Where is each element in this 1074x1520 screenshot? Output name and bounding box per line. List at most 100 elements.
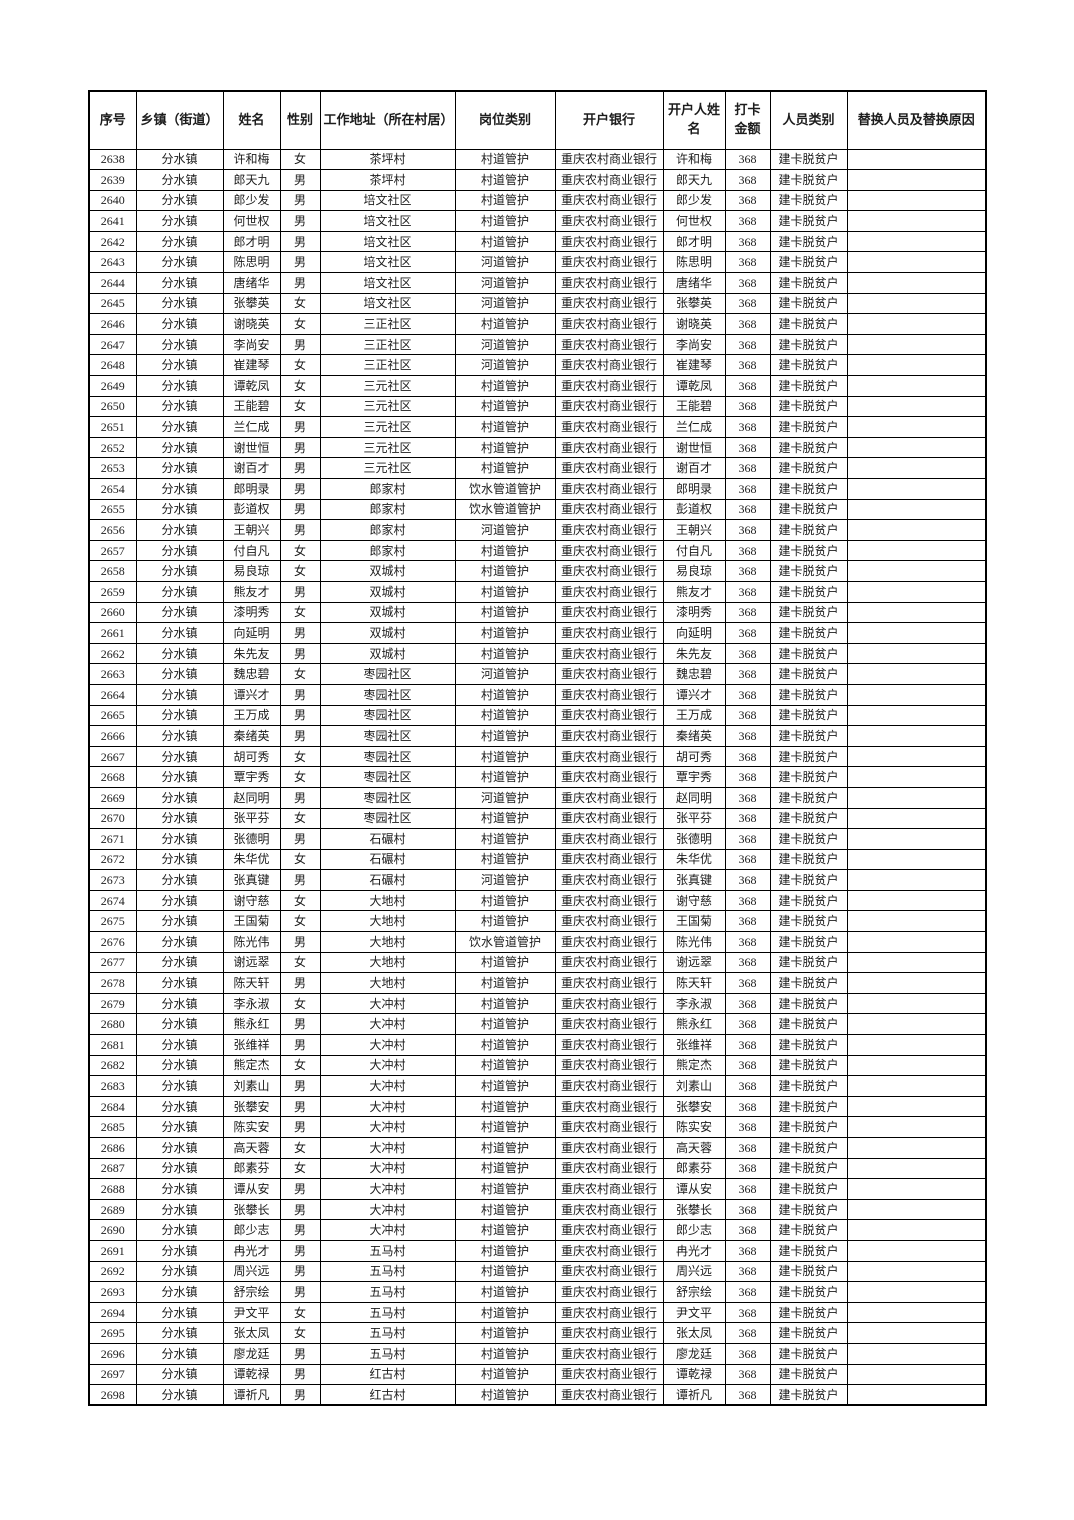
cell-work-address: 石碾村 [319, 828, 456, 850]
cell-township: 分水镇 [135, 869, 224, 891]
cell-person-category: 建卡脱贫户 [769, 1075, 848, 1097]
cell-township: 分水镇 [135, 1198, 224, 1221]
cell-person-category: 建卡脱贫户 [769, 436, 848, 459]
cell-gender: 男 [279, 972, 321, 994]
cell-job-type: 村道管护 [454, 1157, 556, 1180]
cell-gender: 女 [279, 539, 321, 562]
cell-job-type: 河道管护 [454, 251, 556, 274]
cell-work-address: 大冲村 [319, 1034, 456, 1056]
cell-bank: 重庆农村商业银行 [554, 251, 664, 274]
cell-township: 分水镇 [135, 292, 224, 315]
cell-replacement-reason [846, 786, 987, 809]
cell-replacement-reason [846, 1260, 987, 1283]
cell-serial: 2693 [88, 1281, 137, 1303]
cell-gender: 男 [279, 1239, 321, 1262]
cell-name: 廖龙廷 [222, 1342, 281, 1365]
cell-person-category: 建卡脱贫户 [769, 313, 848, 335]
cell-work-address: 枣园社区 [319, 704, 456, 727]
table-row: 2645 分水镇 张攀英女培文社区 河道管护 重庆农村商业银行 张攀英 368 建卡脱贫户 [88, 292, 987, 315]
table-row: 2664 分水镇 谭兴才男枣园社区 村道管护 重庆农村商业银行 谭兴才 368 建卡脱贫户 [88, 683, 987, 706]
cell-replacement-reason [846, 457, 987, 479]
cell-township: 分水镇 [135, 354, 224, 377]
cell-work-address: 大冲村 [319, 1116, 456, 1138]
cell-person-category: 建卡脱贫户 [769, 1322, 848, 1344]
cell-bank: 重庆农村商业银行 [554, 1095, 664, 1118]
cell-work-address: 大冲村 [319, 1075, 456, 1097]
cell-amount: 368 [724, 1034, 771, 1056]
cell-job-type: 村道管护 [454, 1116, 556, 1138]
cell-bank: 重庆农村商业银行 [554, 292, 664, 315]
cell-gender: 女 [279, 848, 321, 871]
cell-name: 胡可秀 [222, 745, 281, 768]
cell-account-name: 廖龙廷 [662, 1342, 726, 1365]
cell-work-address: 五马村 [319, 1322, 456, 1344]
cell-bank: 重庆农村商业银行 [554, 1013, 664, 1036]
cell-account-name: 熊永红 [662, 1013, 726, 1036]
table-row: 2638 分水镇 许和梅女茶坪村 村道管护 重庆农村商业银行 许和梅 368 建卡脱贫户 [88, 148, 987, 171]
cell-account-name: 张太凤 [662, 1322, 726, 1344]
cell-account-name: 王国菊 [662, 910, 726, 933]
cell-bank: 重庆农村商业银行 [554, 1054, 664, 1077]
cell-amount: 368 [724, 848, 771, 871]
cell-serial: 2683 [88, 1075, 137, 1097]
table-row: 2640 分水镇 郎少发男培文社区 村道管护 重庆农村商业银行 郎少发 368 建卡脱贫户 [88, 189, 987, 212]
cell-account-name: 唐绪华 [662, 272, 726, 294]
cell-work-address: 大冲村 [319, 992, 456, 1015]
table-row: 2692 分水镇 周兴远男五马村 村道管护 重庆农村商业银行 周兴远 368 建卡脱贫户 [88, 1260, 987, 1283]
cell-bank: 重庆农村商业银行 [554, 622, 664, 644]
cell-person-category: 建卡脱贫户 [769, 1013, 848, 1036]
cell-township: 分水镇 [135, 1322, 224, 1344]
cell-bank: 重庆农村商业银行 [554, 642, 664, 665]
cell-gender: 女 [279, 1322, 321, 1344]
cell-gender: 男 [279, 457, 321, 479]
cell-amount: 368 [724, 1137, 771, 1159]
cell-amount: 368 [724, 1116, 771, 1138]
cell-township: 分水镇 [135, 951, 224, 974]
cell-gender: 男 [279, 725, 321, 747]
cell-gender: 女 [279, 601, 321, 624]
cell-name: 谢世恒 [222, 436, 281, 459]
cell-township: 分水镇 [135, 539, 224, 562]
cell-job-type: 村道管护 [454, 1301, 556, 1324]
table-row: 2642 分水镇 郎才明男培文社区 村道管护 重庆农村商业银行 郎才明 368 建卡脱贫户 [88, 230, 987, 253]
cell-township: 分水镇 [135, 1219, 224, 1241]
cell-account-name: 陈实安 [662, 1116, 726, 1138]
cell-name: 谭从安 [222, 1178, 281, 1200]
cell-account-name: 陈光伟 [662, 931, 726, 953]
header-person-category: 人员类别 [769, 90, 848, 150]
cell-replacement-reason [846, 1095, 987, 1118]
cell-amount: 368 [724, 1219, 771, 1241]
cell-bank: 重庆农村商业银行 [554, 683, 664, 706]
cell-gender: 男 [279, 642, 321, 665]
cell-township: 分水镇 [135, 230, 224, 253]
cell-serial: 2651 [88, 416, 137, 438]
cell-name: 郎天九 [222, 169, 281, 191]
cell-replacement-reason [846, 580, 987, 603]
cell-gender: 男 [279, 786, 321, 809]
cell-gender: 男 [279, 230, 321, 253]
table-row: 2643 分水镇 陈思明男培文社区 河道管护 重庆农村商业银行 陈思明 368 建卡脱贫户 [88, 251, 987, 274]
cell-bank: 重庆农村商业银行 [554, 1219, 664, 1241]
cell-gender: 男 [279, 210, 321, 232]
cell-township: 分水镇 [135, 663, 224, 685]
cell-gender: 男 [279, 1363, 321, 1386]
cell-gender: 女 [279, 292, 321, 315]
cell-replacement-reason [846, 725, 987, 747]
cell-account-name: 魏忠碧 [662, 663, 726, 685]
cell-replacement-reason [846, 1219, 987, 1241]
table-row: 2654 分水镇 郎明录男郎家村 饮水管道管护 重庆农村商业银行 郎明录 368 建卡脱贫户 [88, 478, 987, 500]
cell-person-category: 建卡脱贫户 [769, 1054, 848, 1077]
cell-name: 朱华优 [222, 848, 281, 871]
cell-gender: 女 [279, 889, 321, 912]
cell-name: 周兴远 [222, 1260, 281, 1283]
cell-serial: 2658 [88, 560, 137, 582]
cell-replacement-reason [846, 354, 987, 377]
cell-work-address: 大地村 [319, 931, 456, 953]
cell-name: 兰仁成 [222, 416, 281, 438]
cell-name: 郎素芬 [222, 1157, 281, 1180]
cell-township: 分水镇 [135, 1157, 224, 1180]
cell-work-address: 郎家村 [319, 539, 456, 562]
table-row: 2697 分水镇 谭乾禄男红古村 村道管护 重庆农村商业银行 谭乾禄 368 建卡脱贫户 [88, 1363, 987, 1386]
cell-bank: 重庆农村商业银行 [554, 148, 664, 171]
cell-account-name: 张攀英 [662, 292, 726, 315]
